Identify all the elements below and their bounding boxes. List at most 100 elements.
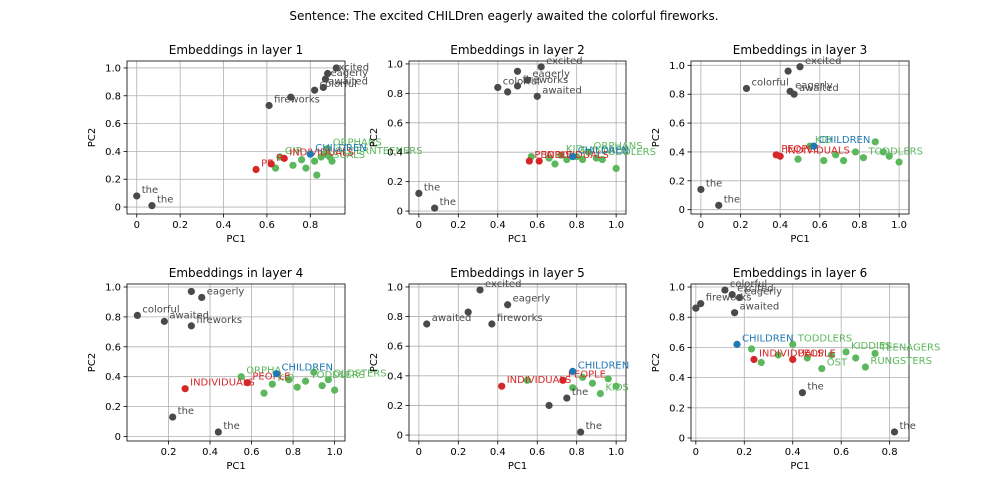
- point-label: INDIVIDUALS: [759, 348, 824, 359]
- point-label: the: [440, 197, 456, 208]
- point-focus: [733, 340, 741, 348]
- point-label: colorful: [730, 279, 767, 290]
- point-neighbor: [794, 155, 802, 163]
- point-label: the: [706, 178, 722, 189]
- y-tick-label: 1.0: [387, 282, 403, 293]
- point-contrast: [252, 165, 260, 174]
- x-tick-label: 0.2: [733, 220, 749, 231]
- y-tick-label: 0: [679, 205, 685, 216]
- point-neighbor: [861, 363, 870, 371]
- point-neighbor: [818, 364, 826, 373]
- point-label: colorful: [142, 304, 179, 315]
- point-neighbor: [285, 376, 293, 384]
- subplot-layer-4: 0.2 0.4 0.6 0.8 1.0 0 0.2 0.4 0.6 0.8 1.0 Embedding…: [87, 266, 387, 472]
- point-sentence: [464, 308, 472, 316]
- point-contrast: [280, 154, 288, 162]
- point-neighbor: [331, 386, 339, 394]
- point-neighbor: [832, 151, 840, 159]
- point-neighbor: [579, 155, 587, 164]
- y-axis-label: PC2: [87, 353, 98, 372]
- y-tick-label: 0: [115, 432, 121, 443]
- point-label: fireworks: [523, 75, 569, 86]
- x-tick-label: 0: [698, 220, 704, 231]
- x-tick-label: 0.2: [450, 447, 466, 458]
- x-axis-label: PC1: [508, 461, 527, 472]
- point-sentence: [133, 192, 141, 200]
- point-sentence: [423, 320, 431, 328]
- x-tick-label: 0.2: [172, 220, 188, 231]
- point-label: INDIVIDUALS: [190, 378, 255, 389]
- point-neighbor: [895, 158, 903, 166]
- point-label: awaited: [542, 85, 582, 96]
- x-axis-label: PC1: [790, 461, 809, 472]
- y-tick-label: 0.6: [669, 343, 685, 354]
- point-label: awaited: [432, 313, 472, 324]
- point-neighbor: [301, 377, 310, 385]
- point-neighbor: [289, 161, 297, 169]
- point-label: awaited: [740, 302, 780, 313]
- y-axis-label: PC2: [651, 128, 662, 147]
- point-label: TODDLERS: [600, 147, 656, 158]
- subplot-title: Embeddings in layer 4: [169, 266, 303, 280]
- subplot-layer-1: 0 0.2 0.4 0.6 0.8 0 0.2 0.4 0.6 0.8 1.0 Embeddings …: [87, 43, 423, 245]
- point-contrast: [535, 157, 543, 165]
- point-label: ORPHANS: [594, 141, 643, 152]
- point-label: OLDERNTEENERS: [335, 146, 423, 157]
- point-sentence: [715, 201, 723, 209]
- axes-frame: [126, 60, 346, 215]
- point-contrast: [776, 152, 784, 160]
- point-neighbor: [579, 373, 587, 381]
- point-sentence: [523, 76, 531, 84]
- point-label: TODDLERS: [797, 333, 853, 344]
- point-label: TODDLERS: [867, 147, 923, 158]
- x-axis-label: PC1: [508, 234, 527, 245]
- point-sentence: [721, 286, 729, 294]
- subplot-layer-5: 0 0.2 0.4 0.6 0.8 1.0 0 0.2 0.4 0.6 0.8 1.0 Embeddin…: [369, 266, 629, 472]
- x-tick-label: 0.8: [569, 220, 585, 231]
- point-label: P: [276, 153, 282, 164]
- y-tick-label: 0.6: [105, 342, 121, 353]
- point-label: the: [178, 406, 194, 417]
- y-axis-label: PC2: [651, 353, 662, 372]
- point-label: KIDDIES: [851, 341, 892, 352]
- point-sentence: [148, 202, 156, 210]
- point-sentence: [513, 67, 522, 75]
- point-label: RUNGSTERS: [870, 356, 932, 367]
- y-tick-label: 0.2: [387, 401, 403, 412]
- point-label: CHILDREN: [742, 333, 793, 344]
- point-neighbor: [885, 152, 893, 160]
- y-tick-label: 0.2: [105, 402, 121, 413]
- point-sentence: [697, 300, 705, 308]
- point-label: excited: [333, 63, 369, 74]
- subplot-title: Embeddings in layer 3: [733, 43, 867, 57]
- point-neighbor: [827, 351, 836, 359]
- point-sentence: [214, 428, 222, 436]
- point-sentence: [784, 67, 792, 75]
- point-sentence: [692, 304, 700, 312]
- point-sentence: [504, 88, 512, 96]
- point-sentence: [798, 389, 807, 397]
- x-tick-label: 0.8: [302, 220, 318, 231]
- x-tick-label: 0.4: [772, 220, 788, 231]
- point-label: RASCALS: [582, 146, 627, 157]
- x-tick-label: 0.8: [882, 447, 898, 458]
- point-label: INDIVIDUALS: [544, 150, 609, 161]
- point-label: colorful: [751, 77, 788, 88]
- point-contrast: [750, 355, 758, 364]
- point-contrast: [181, 385, 189, 393]
- x-tick-label: 0.2: [450, 220, 466, 231]
- point-label: the: [223, 421, 239, 432]
- point-contrast: [267, 160, 275, 168]
- point-label: awaited: [328, 76, 368, 87]
- point-label: fireworks: [497, 313, 543, 324]
- point-focus: [306, 150, 314, 158]
- x-tick-label: 0.4: [202, 447, 218, 458]
- x-tick-label: 0.6: [529, 220, 545, 231]
- point-sentence: [415, 189, 423, 198]
- point-sentence: [728, 290, 736, 299]
- point-neighbor: [545, 154, 553, 162]
- point-sentence: [790, 90, 798, 98]
- x-axis-label: PC1: [226, 461, 245, 472]
- x-tick-label: 0.8: [852, 220, 868, 231]
